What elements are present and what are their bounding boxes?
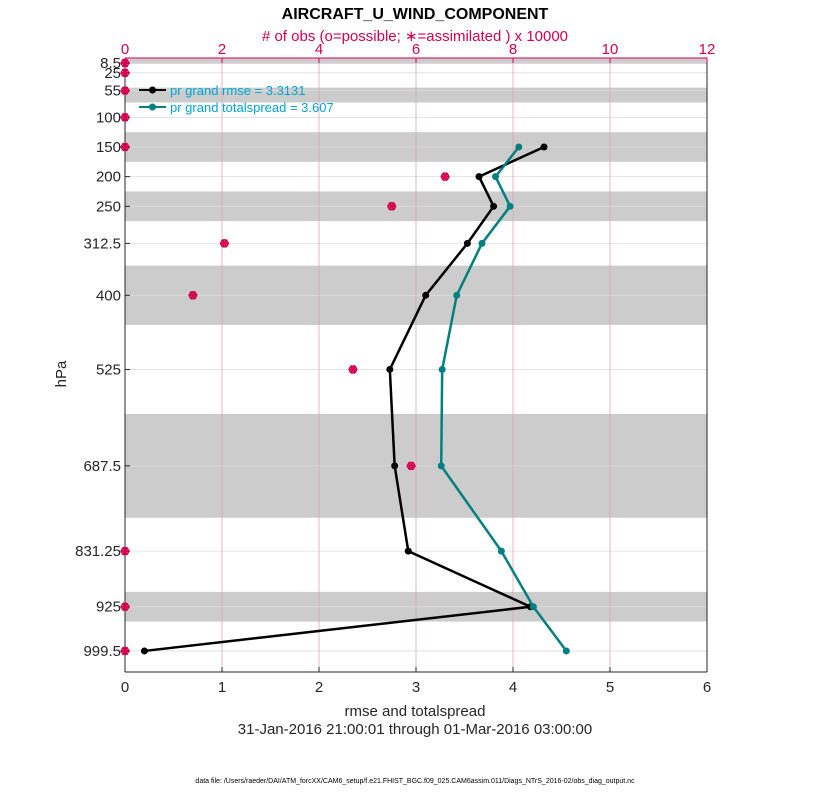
series-rmse-point-9 — [140, 647, 148, 655]
left-tick-label-5: 200 — [96, 169, 121, 186]
series-spread-point-3 — [478, 239, 486, 247]
series-rmse-point-3 — [463, 239, 471, 247]
legend-spread-label: pr grand totalspread = 3.607 — [170, 100, 334, 115]
bottom-tick-label-4: 4 — [509, 679, 517, 696]
obs-assimilated-marker-2 — [120, 86, 130, 96]
series-rmse-point-5 — [386, 365, 394, 373]
obs-assimilated-marker-12 — [120, 602, 130, 612]
obs-assimilated-marker-5 — [440, 172, 450, 182]
series-spread-point-4 — [453, 291, 461, 299]
bottom-tick-label-5: 5 — [606, 679, 614, 696]
obs-assimilated-marker-4 — [120, 142, 130, 152]
series-spread-point-9 — [562, 647, 570, 655]
left-tick-label-12: 925 — [96, 599, 121, 616]
left-tick-label-13: 999.5 — [83, 643, 121, 660]
series-spread-point-5 — [438, 365, 446, 373]
bottom-tick-label-0: 0 — [121, 679, 129, 696]
series-spread-point-7 — [497, 547, 505, 555]
legend: pr grand rmse = 3.3131 pr grand totalspr… — [139, 83, 334, 115]
series-rmse-point-6 — [391, 462, 399, 470]
date-range: 31-Jan-2016 21:00:01 through 01-Mar-2016… — [238, 721, 592, 738]
obs-assimilated-marker-13 — [120, 646, 130, 656]
left-tick-label-8: 400 — [96, 287, 121, 304]
obs-markers — [120, 58, 450, 656]
left-tick-label-1: 25 — [104, 65, 121, 82]
top-tick-label-2: 4 — [315, 41, 323, 58]
series-spread-point-1 — [492, 173, 500, 181]
obs-assimilated-marker-9 — [348, 365, 358, 374]
left-tick-label-7: 312.5 — [83, 235, 121, 252]
obs-assimilated-marker-11 — [120, 546, 130, 556]
bottom-tick-label-2: 2 — [315, 679, 323, 696]
series-rmse-point-7 — [404, 547, 412, 555]
left-tick-label-0: 8.5 — [100, 55, 121, 72]
left-tick-label-11: 831.25 — [75, 543, 121, 560]
x-axis-label: rmse and totalspread — [345, 703, 486, 720]
left-tick-label-10: 687.5 — [83, 458, 121, 475]
top-axis-ticks: 0 2 4 6 8 10 12 — [121, 41, 716, 63]
series-rmse-point-1 — [475, 173, 483, 181]
series-spread-point-8 — [529, 603, 537, 611]
legend-rmse-label: pr grand rmse = 3.3131 — [170, 83, 306, 98]
series-spread-point-2 — [506, 202, 514, 210]
obs-assimilated-marker-7 — [219, 238, 229, 248]
series-rmse-point-0 — [540, 143, 548, 151]
left-tick-label-6: 250 — [96, 198, 121, 215]
top-tick-label-3: 6 — [412, 41, 420, 58]
series-spread-point-0 — [515, 143, 523, 151]
series-rmse-line — [144, 145, 545, 653]
obs-assimilated-marker-3 — [120, 112, 130, 122]
series-rmse-point-2 — [490, 202, 498, 210]
bottom-tick-label-3: 3 — [412, 679, 420, 696]
left-tick-label-9: 525 — [96, 361, 121, 378]
bottom-tick-label-1: 1 — [218, 679, 226, 696]
series-rmse-point-4 — [422, 291, 430, 299]
top-tick-label-4: 8 — [509, 41, 517, 58]
top-axis-label: # of obs (o=possible; ∗=assimilated ) x … — [262, 28, 568, 45]
left-tick-label-4: 150 — [96, 139, 121, 156]
top-tick-label-0: 0 — [121, 41, 129, 58]
top-tick-label-6: 12 — [699, 41, 716, 58]
legend-spread-marker — [149, 103, 156, 111]
series-spread-line — [439, 146, 568, 652]
footer-data-file: data file: /Users/raeder/DAI/ATM_forcXX/… — [195, 778, 635, 785]
obs-assimilated-marker-8 — [188, 290, 198, 300]
bottom-axis-ticks: 0 1 2 3 4 5 6 — [121, 667, 711, 696]
obs-assimilated-marker-0 — [120, 58, 130, 68]
top-tick-label-5: 10 — [602, 41, 619, 58]
obs-assimilated-marker-1 — [120, 68, 130, 78]
left-tick-label-3: 100 — [96, 109, 121, 126]
obs-assimilated-marker-6 — [387, 201, 397, 211]
bottom-tick-label-6: 6 — [703, 679, 711, 696]
left-tick-label-2: 55 — [104, 83, 121, 100]
top-tick-label-1: 2 — [218, 41, 226, 58]
series-spread-point-6 — [437, 462, 445, 470]
legend-rmse-marker — [149, 86, 156, 94]
chart-title: AIRCRAFT_U_WIND_COMPONENT — [282, 6, 549, 23]
y-axis-label: hPa — [53, 360, 70, 387]
series-lines — [140, 143, 570, 655]
obs-assimilated-marker-10 — [406, 461, 416, 471]
